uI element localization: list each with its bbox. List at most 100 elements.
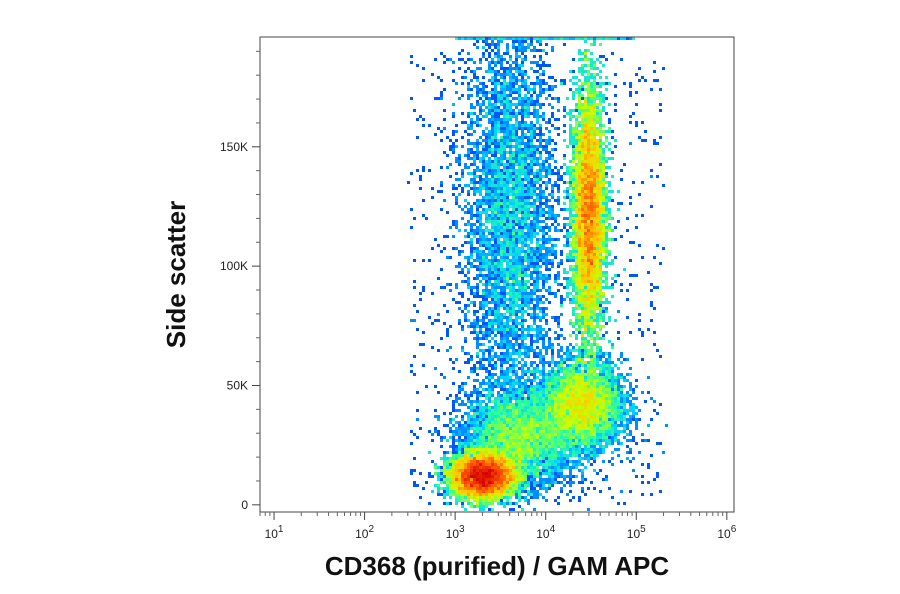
- density-cell: [545, 52, 548, 55]
- density-cell: [488, 103, 491, 106]
- density-cell: [596, 376, 599, 379]
- density-cell: [452, 103, 455, 106]
- density-cell: [524, 124, 527, 127]
- density-cell: [575, 415, 578, 418]
- density-cell: [602, 205, 605, 208]
- density-cell: [542, 61, 545, 64]
- density-cell: [413, 286, 416, 289]
- density-cell: [569, 280, 572, 283]
- density-cell: [503, 277, 506, 280]
- density-cell: [581, 112, 584, 115]
- density-cell: [515, 397, 518, 400]
- density-cell: [572, 364, 575, 367]
- density-cell: [515, 187, 518, 190]
- density-cell: [464, 316, 467, 319]
- density-cell: [488, 106, 491, 109]
- density-cell: [587, 103, 590, 106]
- density-cell: [590, 37, 593, 40]
- density-cell: [584, 403, 587, 406]
- density-cell: [482, 166, 485, 169]
- density-cell: [587, 211, 590, 214]
- density-cell: [599, 259, 602, 262]
- density-cell: [548, 154, 551, 157]
- density-cell: [515, 70, 518, 73]
- density-cell: [500, 151, 503, 154]
- density-cell: [473, 247, 476, 250]
- density-cell: [503, 337, 506, 340]
- density-cell: [533, 310, 536, 313]
- density-cell: [479, 271, 482, 274]
- density-cell: [476, 67, 479, 70]
- density-cell: [509, 169, 512, 172]
- density-cell: [569, 358, 572, 361]
- density-cell: [602, 106, 605, 109]
- density-cell: [602, 37, 605, 40]
- density-cell: [584, 82, 587, 85]
- density-cell: [611, 229, 614, 232]
- density-cell: [614, 103, 617, 106]
- density-cell: [491, 325, 494, 328]
- density-cell: [608, 181, 611, 184]
- density-cell: [527, 76, 530, 79]
- density-cell: [578, 412, 581, 415]
- density-cell: [437, 277, 440, 280]
- density-cell: [515, 325, 518, 328]
- density-cell: [431, 247, 434, 250]
- density-cell: [488, 259, 491, 262]
- density-cell: [599, 247, 602, 250]
- density-cell: [515, 91, 518, 94]
- density-cell: [557, 172, 560, 175]
- density-cell: [590, 52, 593, 55]
- density-cell: [557, 382, 560, 385]
- density-cell: [590, 370, 593, 373]
- density-cell: [569, 397, 572, 400]
- density-cell: [446, 136, 449, 139]
- density-cell: [602, 274, 605, 277]
- density-cell: [602, 412, 605, 415]
- density-cell: [497, 379, 500, 382]
- density-cell: [602, 202, 605, 205]
- density-cell: [578, 178, 581, 181]
- density-cell: [593, 184, 596, 187]
- density-cell: [482, 409, 485, 412]
- density-cell: [575, 301, 578, 304]
- density-cell: [467, 166, 470, 169]
- density-cell: [509, 223, 512, 226]
- density-cell: [515, 151, 518, 154]
- density-cell: [500, 232, 503, 235]
- density-cell: [497, 97, 500, 100]
- density-cell: [527, 169, 530, 172]
- density-cell: [641, 331, 644, 334]
- density-cell: [503, 415, 506, 418]
- density-cell: [545, 415, 548, 418]
- density-cell: [512, 412, 515, 415]
- density-cell: [479, 151, 482, 154]
- density-cell: [479, 415, 482, 418]
- density-cell: [557, 391, 560, 394]
- density-cell: [491, 250, 494, 253]
- density-cell: [533, 361, 536, 364]
- density-cell: [494, 85, 497, 88]
- density-cell: [572, 253, 575, 256]
- density-cell: [572, 238, 575, 241]
- density-cell: [596, 226, 599, 229]
- density-cell: [500, 124, 503, 127]
- density-cell: [461, 400, 464, 403]
- density-cell: [512, 127, 515, 130]
- density-cell: [539, 115, 542, 118]
- density-cell: [539, 49, 542, 52]
- density-cell: [593, 268, 596, 271]
- density-cell: [530, 121, 533, 124]
- density-cell: [464, 319, 467, 322]
- density-cell: [539, 361, 542, 364]
- density-cell: [440, 250, 443, 253]
- density-cell: [596, 412, 599, 415]
- density-cell: [485, 202, 488, 205]
- density-cell: [602, 130, 605, 133]
- density-cell: [614, 139, 617, 142]
- density-cell: [620, 400, 623, 403]
- density-cell: [599, 265, 602, 268]
- density-cell: [560, 301, 563, 304]
- density-cell: [506, 397, 509, 400]
- density-cell: [629, 418, 632, 421]
